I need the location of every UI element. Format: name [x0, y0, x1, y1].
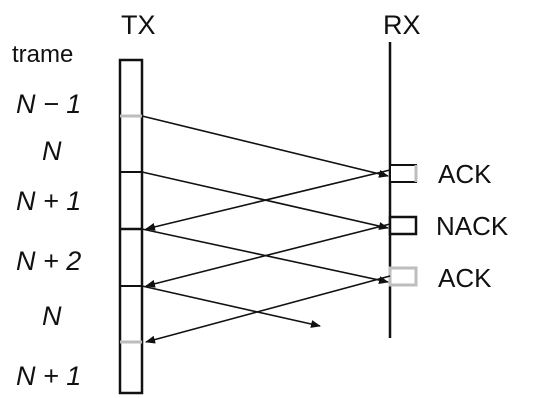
- frame-label-5: N: [42, 301, 62, 331]
- arrow-ack-1: [145, 169, 391, 231]
- ack-label-2: ACK: [438, 263, 492, 293]
- nack-marker: [388, 215, 418, 236]
- ack-marker-1: [389, 164, 417, 183]
- frame-label-6: N + 1: [16, 361, 81, 391]
- frame-label-1: N − 1: [16, 89, 81, 119]
- nack-label: NACK: [436, 211, 509, 241]
- rx-header: RX: [383, 10, 421, 40]
- frame-label-3: N + 1: [16, 186, 81, 216]
- tx-header: TX: [121, 10, 156, 40]
- trame-label: trame: [12, 41, 73, 68]
- frame-label-2: N: [42, 136, 62, 166]
- frame-label-4: N + 2: [16, 246, 81, 276]
- arrow-ack-2: [145, 275, 391, 344]
- tx-frame-bar: [118, 58, 144, 395]
- ack-marker-2: [388, 266, 418, 287]
- arrow-frame-n-plus-2: [141, 285, 321, 328]
- arrow-frame-n-minus-1: [141, 115, 389, 178]
- ack-label-1: ACK: [438, 159, 492, 189]
- arrow-nack: [145, 223, 391, 288]
